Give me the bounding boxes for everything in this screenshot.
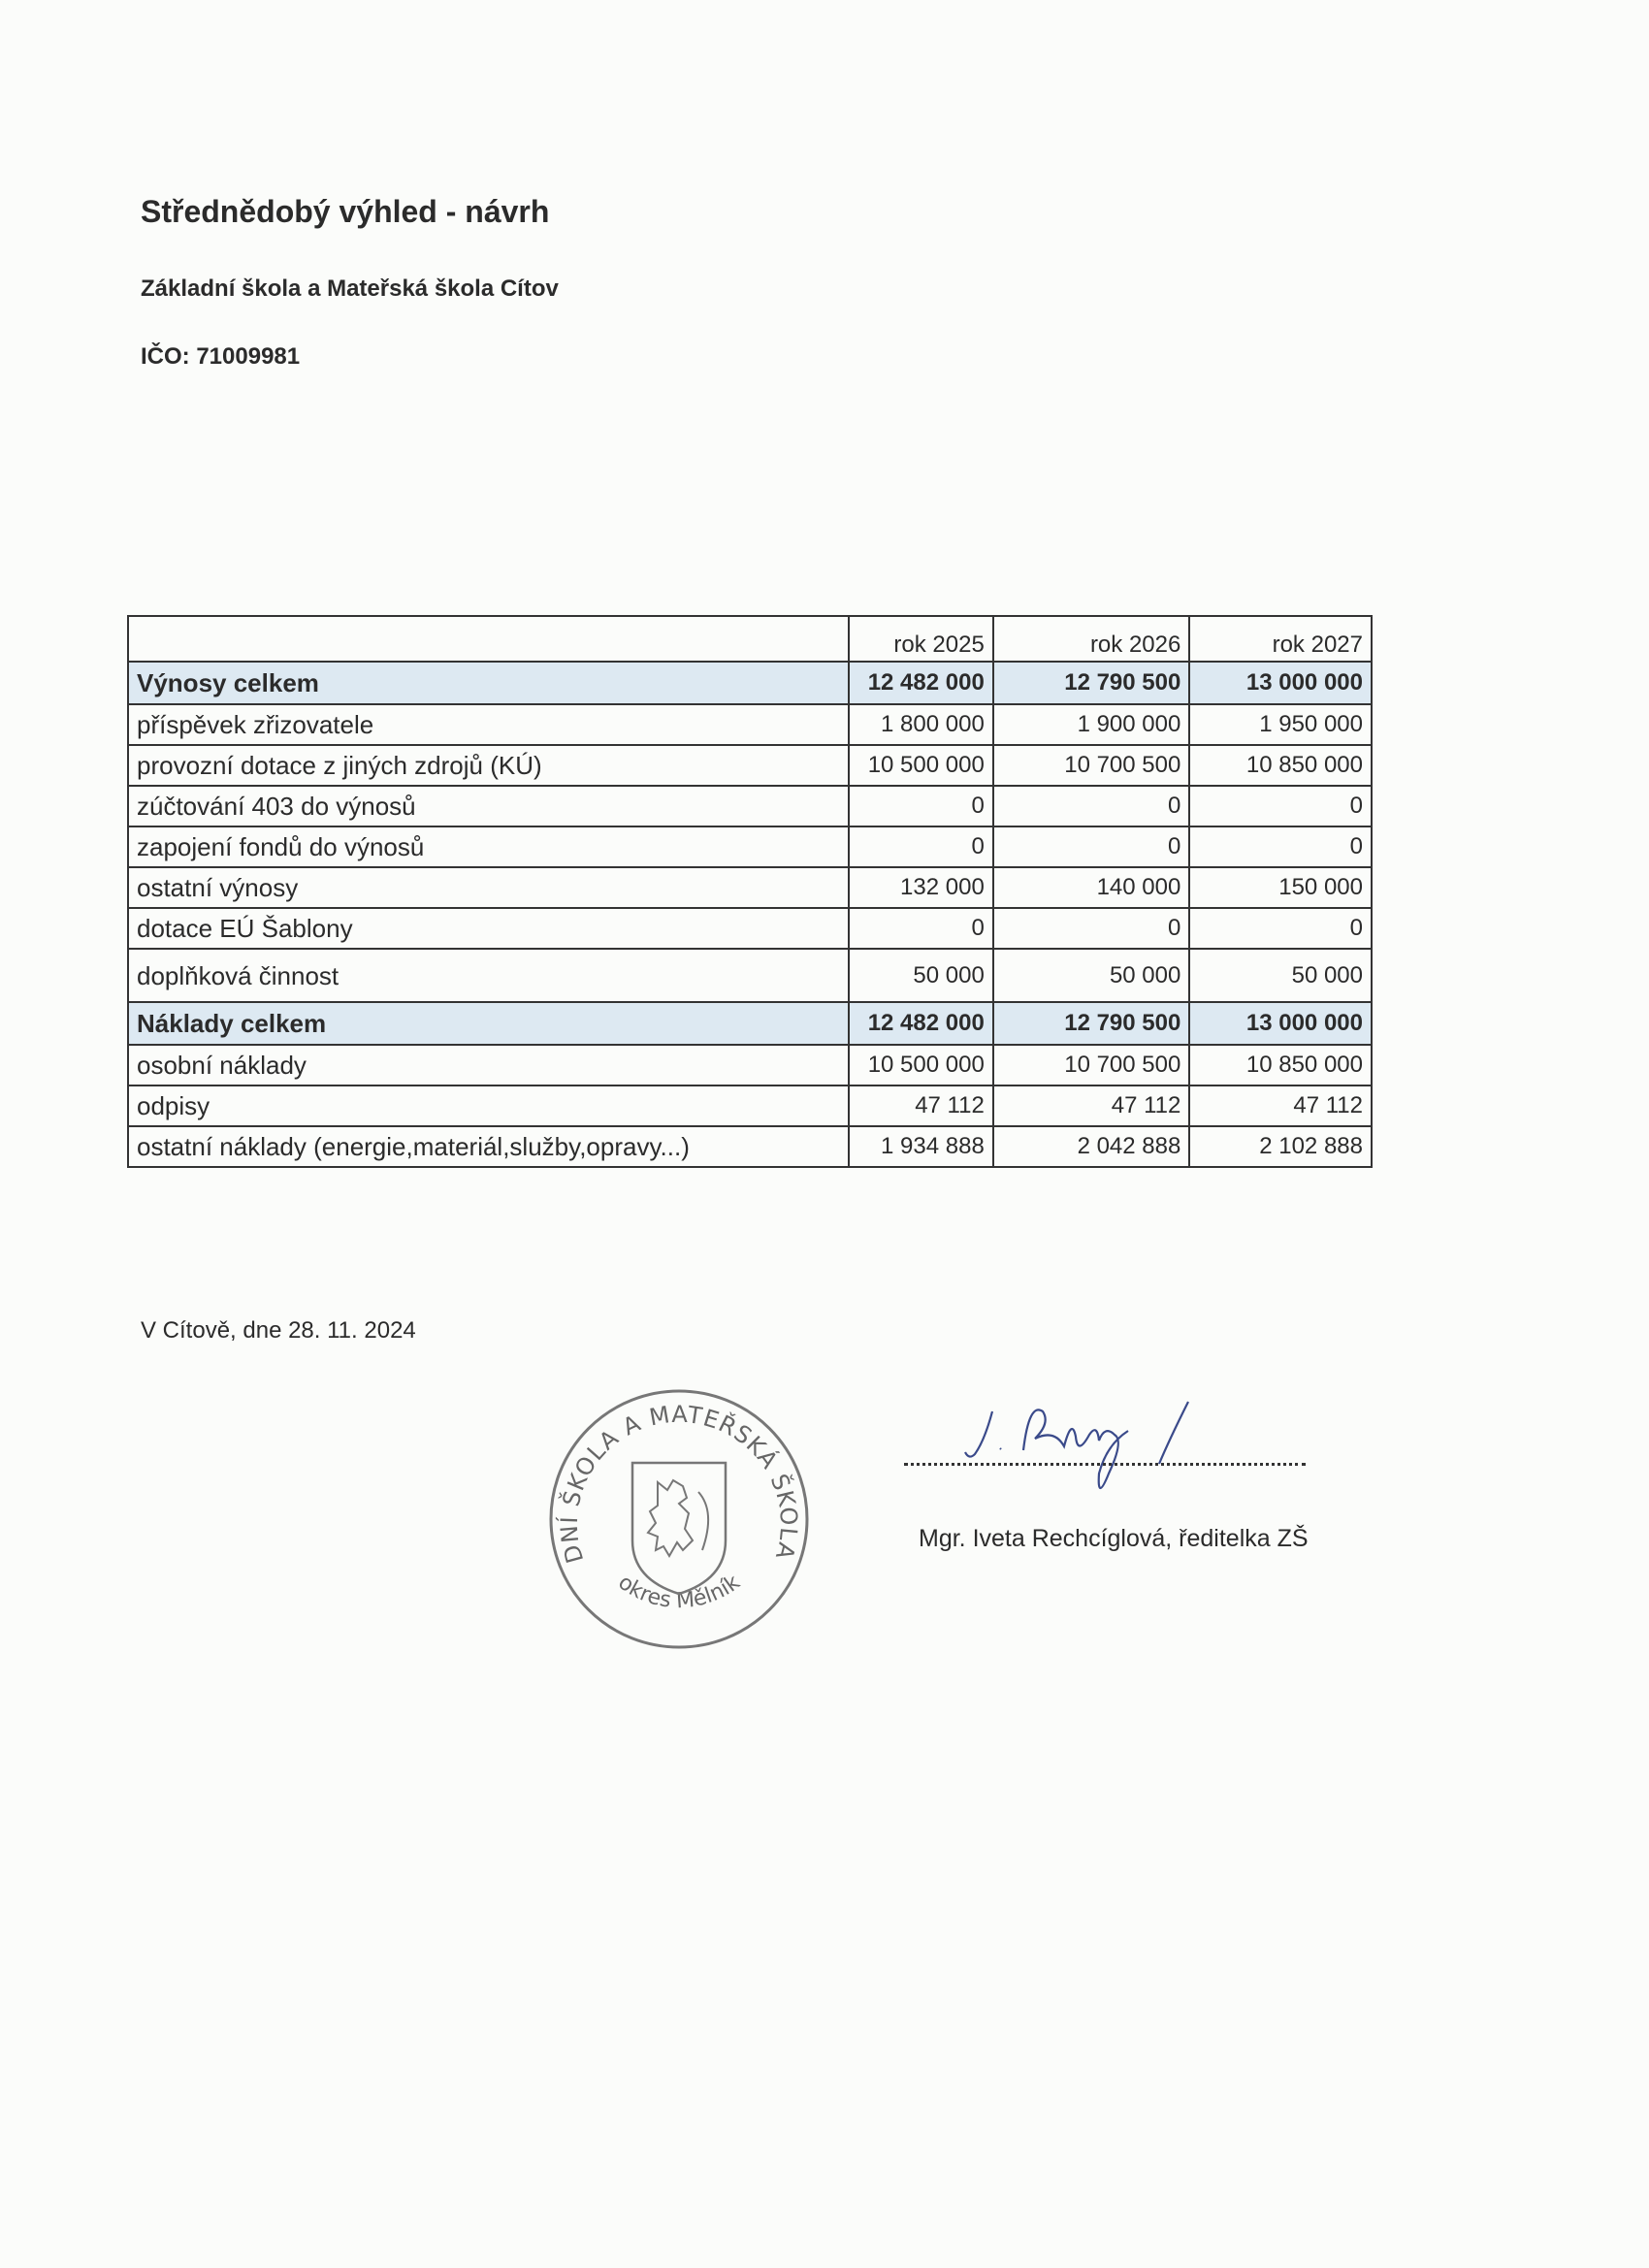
table-row: doplňková činnost 50 000 50 000 50 000 xyxy=(127,948,1373,1003)
row-label: ostatní výnosy xyxy=(127,866,850,909)
value-cell: 10 850 000 xyxy=(1188,1044,1373,1086)
stamp-bottom-text: okres Mělník xyxy=(613,1571,744,1614)
table-row: provozní dotace z jiných zdrojů (KÚ) 10 5… xyxy=(127,744,1373,787)
school-stamp: ZÁKLADNÍ ŠKOLA A MATEŘSKÁ ŠKOLA CÍTOV ok… xyxy=(543,1385,809,1649)
value-cell: 0 xyxy=(1188,907,1373,950)
value-cell: 12 790 500 xyxy=(991,661,1191,705)
value-cell: 2 102 888 xyxy=(1188,1125,1373,1168)
value-cell: 1 950 000 xyxy=(1188,703,1373,746)
value-cell: 13 000 000 xyxy=(1188,1001,1373,1046)
value-cell: 47 112 xyxy=(1188,1085,1373,1127)
table-row: zúčtování 403 do výnosů 0 0 0 xyxy=(127,785,1373,827)
value-cell: 0 xyxy=(1188,785,1373,827)
value-cell: 0 xyxy=(847,907,994,950)
place-and-date: V Cítově, dne 28. 11. 2024 xyxy=(141,1317,416,1344)
value-cell: 12 482 000 xyxy=(847,661,994,705)
value-cell: 47 112 xyxy=(991,1085,1191,1127)
table-total-row: Náklady celkem 12 482 000 12 790 500 13 000… xyxy=(127,1001,1373,1046)
row-label: příspěvek zřizovatele xyxy=(127,703,850,746)
value-cell: 0 xyxy=(991,785,1191,827)
value-cell: 0 xyxy=(1188,826,1373,868)
row-label: odpisy xyxy=(127,1085,850,1127)
value-cell: 10 500 000 xyxy=(847,744,994,787)
table-row: odpisy 47 112 47 112 47 112 xyxy=(127,1085,1373,1127)
value-cell: 10 500 000 xyxy=(847,1044,994,1086)
header-cell-2025: rok 2025 xyxy=(847,615,994,663)
organization-name: Základní škola a Mateřská škola Cítov xyxy=(141,275,559,302)
budget-table: rok 2025 rok 2026 rok 2027 Výnosy celkem… xyxy=(127,615,1373,1168)
value-cell: 0 xyxy=(847,826,994,868)
value-cell: 150 000 xyxy=(1188,866,1373,909)
value-cell: 13 000 000 xyxy=(1188,661,1373,705)
value-cell: 50 000 xyxy=(991,948,1191,1003)
header-cell-2027: rok 2027 xyxy=(1188,615,1373,663)
table-row: příspěvek zřizovatele 1 800 000 1 900 000 1… xyxy=(127,703,1373,746)
table-row: ostatní výnosy 132 000 140 000 150 000 xyxy=(127,866,1373,909)
value-cell: 0 xyxy=(991,826,1191,868)
document-title: Střednědobý výhled - návrh xyxy=(141,194,550,229)
table-row: osobní náklady 10 500 000 10 700 500 10 850… xyxy=(127,1044,1373,1086)
row-label: zúčtování 403 do výnosů xyxy=(127,785,850,827)
signature-line xyxy=(904,1463,1306,1466)
value-cell: 1 934 888 xyxy=(847,1125,994,1168)
row-label: ostatní náklady (energie,materiál,služby… xyxy=(127,1125,850,1168)
value-cell: 132 000 xyxy=(847,866,994,909)
table-row: zapojení fondů do výnosů 0 0 0 xyxy=(127,826,1373,868)
signature xyxy=(964,1401,1189,1490)
value-cell: 50 000 xyxy=(1188,948,1373,1003)
row-label: osobní náklady xyxy=(127,1044,850,1086)
organization-id: IČO: 71009981 xyxy=(141,343,301,370)
value-cell: 140 000 xyxy=(991,866,1191,909)
stamp-top-text: ZÁKLADNÍ ŠKOLA A MATEŘSKÁ ŠKOLA CÍTOV xyxy=(543,1385,802,1567)
value-cell: 10 700 500 xyxy=(991,744,1191,787)
value-cell: 50 000 xyxy=(847,948,994,1003)
signer-name: Mgr. Iveta Rechcíglová, ředitelka ZŠ xyxy=(919,1525,1309,1552)
header-cell-2026: rok 2026 xyxy=(991,615,1191,663)
header-cell-empty xyxy=(127,615,850,663)
value-cell: 0 xyxy=(847,785,994,827)
row-label: zapojení fondů do výnosů xyxy=(127,826,850,868)
row-label: provozní dotace z jiných zdrojů (KÚ) xyxy=(127,744,850,787)
value-cell: 12 482 000 xyxy=(847,1001,994,1046)
row-label: Náklady celkem xyxy=(127,1001,850,1046)
value-cell: 47 112 xyxy=(847,1085,994,1127)
coat-of-arms-icon xyxy=(630,1461,728,1596)
value-cell: 1 900 000 xyxy=(991,703,1191,746)
value-cell: 10 700 500 xyxy=(991,1044,1191,1086)
row-label: Výnosy celkem xyxy=(127,661,850,705)
value-cell: 10 850 000 xyxy=(1188,744,1373,787)
table-header-row: rok 2025 rok 2026 rok 2027 xyxy=(127,615,1373,663)
value-cell: 1 800 000 xyxy=(847,703,994,746)
value-cell: 2 042 888 xyxy=(991,1125,1191,1168)
row-label: doplňková činnost xyxy=(127,948,850,1003)
table-total-row: Výnosy celkem 12 482 000 12 790 500 13 000 … xyxy=(127,661,1373,705)
row-label: dotace EÚ Šablony xyxy=(127,907,850,950)
table-row: ostatní náklady (energie,materiál,služby… xyxy=(127,1125,1373,1168)
table-row: dotace EÚ Šablony 0 0 0 xyxy=(127,907,1373,950)
value-cell: 12 790 500 xyxy=(991,1001,1191,1046)
stamp-outer-ring xyxy=(549,1389,809,1649)
value-cell: 0 xyxy=(991,907,1191,950)
